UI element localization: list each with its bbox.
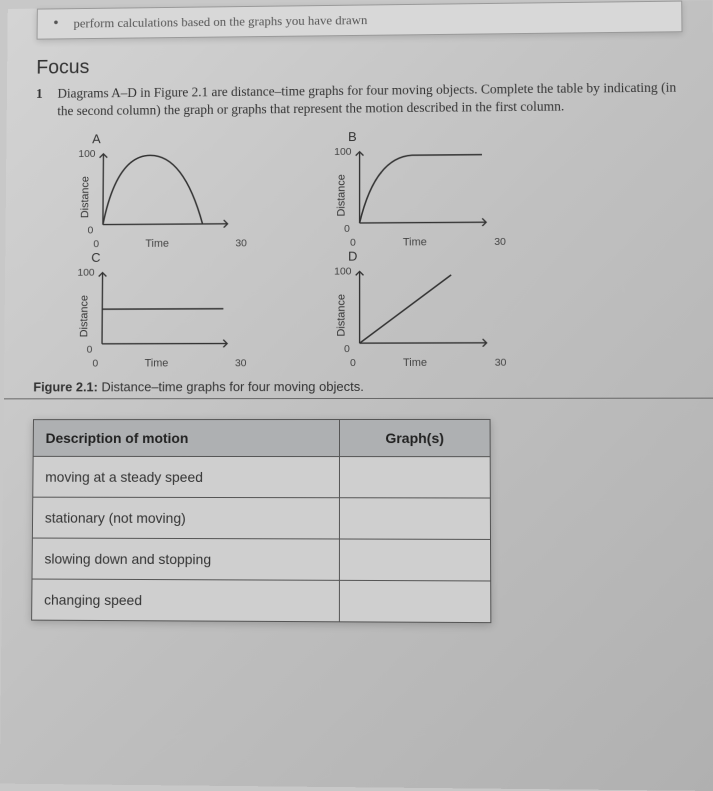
figure-caption-text: Distance–time graphs for four moving obj…	[98, 379, 364, 394]
x-tick-min: 0	[92, 358, 98, 370]
figure-caption-bold: Figure 2.1:	[33, 380, 98, 395]
header-graphs: Graph(s)	[339, 420, 490, 457]
answer-cell[interactable]	[339, 457, 490, 498]
answer-cell[interactable]	[339, 539, 490, 581]
focus-heading: Focus	[36, 50, 683, 79]
chart-box: Distance 100 0 0 Time 30	[320, 265, 510, 365]
x-axis-label: Time	[403, 357, 427, 369]
desc-cell: slowing down and stopping	[32, 538, 339, 580]
chart-letter: B	[348, 128, 509, 144]
plot-svg	[95, 151, 233, 229]
y-axis	[103, 154, 104, 225]
plot-svg	[352, 269, 492, 347]
table-row: slowing down and stopping	[32, 538, 491, 581]
curve	[360, 155, 483, 223]
x-tick-min: 0	[350, 237, 356, 249]
plot-svg	[95, 271, 233, 349]
y-tick-min: 0	[88, 225, 94, 237]
curve	[103, 155, 203, 225]
separator-line	[4, 398, 713, 400]
y-axis	[102, 273, 103, 344]
y-tick-min: 0	[344, 223, 350, 235]
table-row: stationary (not moving)	[32, 498, 490, 540]
chart-box: Distance 100 0 0 Time 30	[64, 147, 251, 247]
y-tick-min: 0	[344, 344, 350, 356]
x-tick-max: 30	[495, 357, 507, 369]
chart-letter: C	[91, 250, 251, 266]
y-tick-max: 100	[334, 266, 351, 278]
plot-svg	[352, 149, 492, 227]
page: • perform calculations based on the grap…	[0, 0, 713, 791]
x-tick-min: 0	[350, 357, 356, 369]
answer-cell[interactable]	[339, 498, 490, 540]
bullet-icon: •	[53, 15, 59, 32]
table-row: moving at a steady speed	[33, 457, 491, 499]
y-tick-max: 100	[78, 149, 95, 161]
question-text: Diagrams A–D in Figure 2.1 are distance–…	[57, 79, 683, 121]
x-axis	[103, 224, 228, 225]
y-axis-label: Distance	[336, 175, 348, 217]
x-axis	[360, 223, 487, 224]
y-axis-label: Distance	[79, 177, 91, 219]
question-number: 1	[36, 85, 58, 121]
x-tick-max: 30	[235, 238, 247, 250]
x-axis-label: Time	[145, 238, 169, 250]
chart-letter: A	[92, 131, 251, 147]
answer-cell[interactable]	[339, 581, 490, 623]
y-axis-label: Distance	[335, 294, 347, 337]
x-tick-min: 0	[93, 239, 99, 251]
x-tick-max: 30	[235, 358, 247, 370]
x-axis-label: Time	[145, 358, 169, 370]
curve	[360, 275, 452, 343]
y-tick-max: 100	[334, 146, 351, 158]
desc-cell: stationary (not moving)	[32, 498, 339, 540]
y-tick-min: 0	[87, 344, 93, 356]
chart-C: C Distance 100 0 0 Time 30	[63, 250, 251, 366]
question-block: 1 Diagrams A–D in Figure 2.1 are distanc…	[36, 79, 683, 121]
x-axis-label: Time	[403, 237, 427, 249]
motion-table: Description of motion Graph(s) moving at…	[31, 419, 491, 623]
x-tick-max: 30	[494, 236, 506, 248]
chart-letter: D	[348, 248, 510, 264]
y-axis-label: Distance	[78, 295, 90, 337]
desc-cell: moving at a steady speed	[33, 457, 340, 498]
chart-B: B Distance 100 0 0 Time 30	[320, 128, 510, 245]
chart-box: Distance 100 0 0 Time 30	[320, 145, 510, 245]
intro-text: perform calculations based on the graphs…	[73, 12, 367, 30]
chart-A: A Distance 100 0 0 Time 30	[64, 131, 251, 247]
charts-row-2: C Distance 100 0 0 Time 30 D Dist	[63, 247, 686, 366]
charts-row-1: A Distance 100 0 0 Time 30 B Dist	[64, 127, 685, 247]
chart-box: Distance 100 0 0 Time 30	[63, 266, 251, 366]
chart-D: D Distance 100 0 0 Time 30	[320, 248, 510, 365]
header-description: Description of motion	[33, 420, 339, 457]
figure-caption: Figure 2.1: Distance–time graphs for fou…	[33, 379, 686, 395]
y-tick-max: 100	[77, 267, 94, 279]
table-row: changing speed	[32, 579, 491, 623]
intro-box: • perform calculations based on the grap…	[37, 1, 683, 40]
desc-cell: changing speed	[32, 579, 340, 622]
table-header-row: Description of motion Graph(s)	[33, 420, 490, 457]
